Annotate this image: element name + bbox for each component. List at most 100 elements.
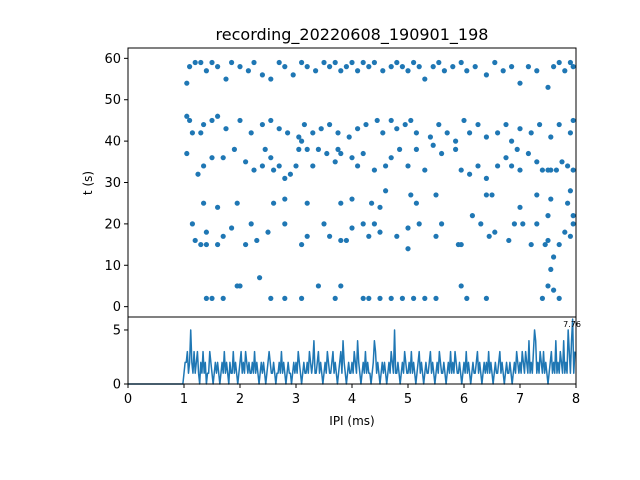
data-point xyxy=(553,167,560,173)
data-point xyxy=(556,59,562,66)
data-point xyxy=(321,59,327,66)
data-point xyxy=(349,59,355,66)
data-point xyxy=(304,64,310,70)
data-point xyxy=(467,130,473,136)
data-point xyxy=(349,196,355,202)
data-point xyxy=(293,163,299,169)
y-tick-label: 50 xyxy=(104,93,121,108)
data-point xyxy=(360,221,366,227)
data-point xyxy=(371,59,377,66)
x-tick-label: 7 xyxy=(516,392,524,407)
data-point xyxy=(559,159,565,165)
data-point xyxy=(383,163,389,169)
data-point xyxy=(483,295,489,301)
data-point xyxy=(562,229,568,235)
data-point xyxy=(338,237,344,244)
data-point xyxy=(237,64,243,70)
data-point xyxy=(268,295,274,301)
data-point xyxy=(453,138,459,144)
data-point xyxy=(517,167,523,173)
data-point xyxy=(528,130,534,136)
data-point xyxy=(268,117,274,124)
data-point xyxy=(483,175,489,181)
data-point xyxy=(537,121,543,128)
data-point xyxy=(483,134,489,140)
data-point xyxy=(405,225,411,231)
data-point xyxy=(220,233,226,239)
data-point xyxy=(231,146,237,152)
data-point xyxy=(201,200,207,206)
data-point xyxy=(464,295,470,301)
data-point xyxy=(251,59,257,66)
data-point xyxy=(324,150,330,157)
data-point xyxy=(475,163,481,169)
y-tick-label: 60 xyxy=(104,52,121,67)
data-point xyxy=(262,146,268,152)
data-point xyxy=(394,59,400,66)
data-point xyxy=(503,155,509,161)
data-point xyxy=(335,146,341,152)
data-point xyxy=(259,121,265,128)
data-point xyxy=(299,138,305,144)
data-point xyxy=(399,295,405,301)
data-point xyxy=(377,295,383,301)
data-point xyxy=(509,138,515,144)
data-point xyxy=(551,254,557,260)
data-point xyxy=(450,64,456,70)
data-point xyxy=(433,295,439,301)
data-point xyxy=(430,142,436,148)
data-point xyxy=(192,237,198,244)
data-point xyxy=(430,64,436,70)
data-point xyxy=(565,163,571,169)
data-point xyxy=(570,221,576,227)
data-point xyxy=(299,295,305,301)
data-point xyxy=(556,121,562,128)
data-point xyxy=(517,126,523,132)
data-point xyxy=(343,64,349,70)
data-point xyxy=(545,84,551,90)
data-point xyxy=(383,188,389,194)
y-tick-label: 5 xyxy=(113,323,121,338)
data-point xyxy=(332,159,338,165)
data-point xyxy=(215,204,221,210)
data-point xyxy=(405,246,411,252)
data-point xyxy=(444,130,450,136)
data-point xyxy=(534,68,540,74)
data-point xyxy=(453,146,459,152)
data-point xyxy=(427,134,433,140)
data-point xyxy=(237,117,243,124)
data-point xyxy=(248,221,254,227)
x-tick-label: 4 xyxy=(348,392,356,407)
data-point xyxy=(349,225,355,231)
data-point xyxy=(296,134,302,140)
data-point xyxy=(327,64,333,70)
data-point xyxy=(369,200,375,206)
data-point xyxy=(565,200,571,206)
data-point xyxy=(478,221,484,227)
data-point xyxy=(492,59,498,66)
data-point xyxy=(332,295,338,301)
data-point xyxy=(388,155,394,161)
data-point xyxy=(374,117,380,124)
x-tick-label: 8 xyxy=(572,392,580,407)
data-point xyxy=(265,229,271,235)
data-point xyxy=(184,113,190,119)
data-point xyxy=(203,68,209,74)
x-tick-label: 1 xyxy=(180,392,188,407)
data-point xyxy=(506,237,512,244)
data-point xyxy=(198,130,204,136)
data-point xyxy=(458,241,464,248)
data-point xyxy=(301,121,307,128)
data-point xyxy=(229,225,235,231)
data-point xyxy=(539,167,546,173)
data-point xyxy=(318,126,324,132)
data-point xyxy=(408,192,414,198)
data-point xyxy=(184,80,190,86)
raster-panel: 0 10 20 30 40 50 60 xyxy=(104,47,577,318)
data-point xyxy=(486,233,492,239)
data-point xyxy=(472,64,478,70)
data-point xyxy=(422,295,428,301)
data-point xyxy=(195,171,201,177)
x-tick-label: 6 xyxy=(460,392,468,407)
data-point xyxy=(282,221,288,227)
